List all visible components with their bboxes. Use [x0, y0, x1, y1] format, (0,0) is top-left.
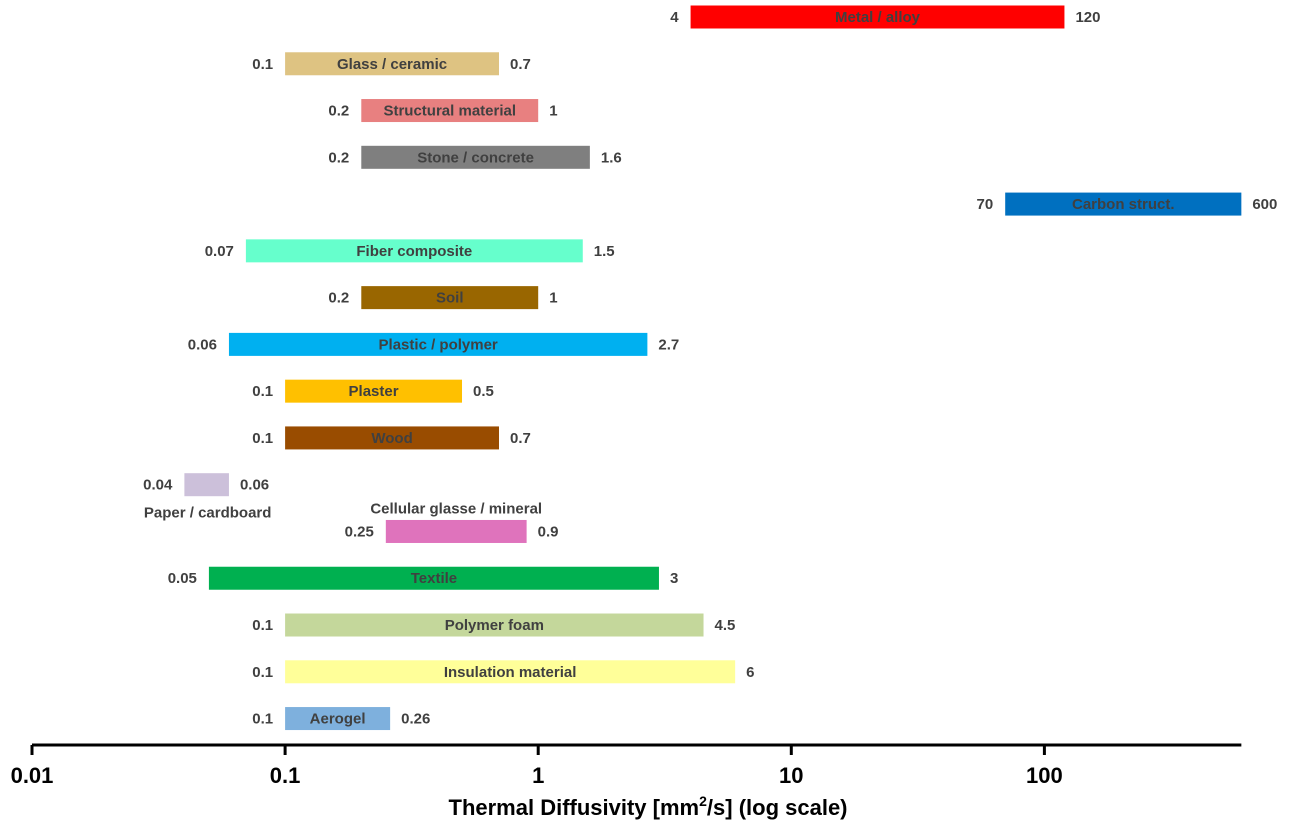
- x-tick-label: 100: [1026, 763, 1063, 788]
- bar-max-label: 0.7: [510, 56, 531, 73]
- bar-group-carbon-struct: 70 600 Carbon struct.: [977, 192, 1277, 216]
- x-tick-label: 0.1: [270, 763, 301, 788]
- bar-insulation-material: [285, 660, 736, 684]
- bar-group-stone-concrete: 0.2 1.6 Stone / concrete: [328, 145, 622, 169]
- bar-plaster: [285, 379, 463, 403]
- bar-max-label: 1.6: [601, 149, 622, 166]
- bar-min-label: 0.2: [328, 149, 349, 166]
- bar-max-label: 1.5: [594, 243, 615, 260]
- bar-max-label: 6: [746, 664, 754, 681]
- bar-category-label: Insulation material: [444, 664, 577, 681]
- bar-group-textile: 0.05 3 Textile: [168, 566, 678, 590]
- bar-min-label: 0.06: [188, 336, 217, 353]
- bar-plastic-polymer: [228, 332, 648, 356]
- bar-category-label: Metal / alloy: [835, 9, 921, 26]
- bar-paper-cardboard: [184, 473, 229, 497]
- bar-max-label: 120: [1075, 9, 1100, 26]
- bar-min-label: 0.07: [205, 243, 234, 260]
- bar-category-label: Textile: [411, 570, 457, 587]
- bar-min-label: 0.1: [252, 430, 273, 447]
- bar-category-label: Fiber composite: [356, 243, 472, 260]
- x-tick-label: 10: [779, 763, 803, 788]
- bar-min-label: 0.04: [143, 477, 173, 494]
- x-axis: 0.01 0.1 1 10 100: [11, 743, 1242, 788]
- bar-textile: [208, 566, 659, 590]
- bar-category-label: Aerogel: [310, 711, 366, 728]
- bar-min-label: 0.1: [252, 383, 273, 400]
- bar-category-label: Soil: [436, 290, 464, 307]
- bar-min-label: 0.1: [252, 617, 273, 634]
- bar-min-label: 0.2: [328, 290, 349, 307]
- bar-stone-concrete: [361, 145, 590, 169]
- bar-group-metal-alloy: 4 120 Metal / alloy: [670, 5, 1100, 29]
- bar-group-paper-cardboard: 0.04 0.06 Paper / cardboard: [143, 473, 271, 522]
- bar-min-label: 0.1: [252, 664, 273, 681]
- bar-structural-material: [361, 99, 539, 123]
- bar-glass-ceramic: [285, 52, 499, 76]
- bar-category-label: Paper / cardboard: [144, 505, 272, 522]
- bar-polymer-foam: [285, 613, 704, 637]
- bar-group-insulation-material: 0.1 6 Insulation material: [252, 660, 754, 684]
- bar-category-label: Plastic / polymer: [379, 336, 498, 353]
- bar-category-label: Structural material: [383, 103, 516, 120]
- bar-aerogel: [285, 707, 391, 731]
- bar-cellular-glasse-mineral: [385, 519, 527, 543]
- bar-group-polymer-foam: 0.1 4.5 Polymer foam: [252, 613, 736, 637]
- bar-category-label: Stone / concrete: [417, 149, 534, 166]
- bar-group-structural-material: 0.2 1 Structural material: [328, 99, 558, 123]
- bar-max-label: 3: [670, 570, 678, 587]
- bar-group-cellular-glasse-mineral: 0.25 0.9 Cellular glasse / mineral: [345, 500, 559, 543]
- bar-min-label: 0.1: [252, 711, 273, 728]
- bar-max-label: 0.7: [510, 430, 531, 447]
- x-axis-title-suffix: /s] (log scale): [707, 795, 848, 820]
- bar-min-label: 4: [670, 9, 679, 26]
- bar-soil: [361, 286, 539, 310]
- bar-max-label: 0.06: [240, 477, 269, 494]
- x-tick-label: 0.01: [11, 763, 54, 788]
- bar-max-label: 1: [549, 290, 557, 307]
- bar-min-label: 0.2: [328, 103, 349, 120]
- bar-group-soil: 0.2 1 Soil: [328, 286, 558, 310]
- bar-category-label: Polymer foam: [445, 617, 544, 634]
- bar-min-label: 70: [977, 196, 994, 213]
- bar-min-label: 0.25: [345, 523, 374, 540]
- bar-group-wood: 0.1 0.7 Wood: [252, 426, 531, 450]
- bar-category-label: Glass / ceramic: [337, 56, 447, 73]
- bar-max-label: 600: [1252, 196, 1277, 213]
- bar-max-label: 0.26: [401, 711, 430, 728]
- bar-group-fiber-composite: 0.07 1.5 Fiber composite: [205, 239, 615, 263]
- bar-group-plaster: 0.1 0.5 Plaster: [252, 379, 494, 403]
- bar-category-label: Wood: [371, 430, 412, 447]
- bar-group-aerogel: 0.1 0.26 Aerogel: [252, 707, 430, 731]
- bar-group-plastic-polymer: 0.06 2.7 Plastic / polymer: [188, 332, 679, 356]
- bar-min-label: 0.05: [168, 570, 197, 587]
- bar-group-glass-ceramic: 0.1 0.7 Glass / ceramic: [252, 52, 531, 76]
- bar-category-label: Cellular glasse / mineral: [370, 500, 542, 517]
- bar-metal-alloy: [690, 5, 1065, 29]
- bar-max-label: 4.5: [715, 617, 736, 634]
- bar-carbon-struct: [1005, 192, 1242, 216]
- bar-category-label: Plaster: [349, 383, 399, 400]
- bar-max-label: 0.5: [473, 383, 494, 400]
- bar-wood: [285, 426, 499, 450]
- x-axis-title: Thermal Diffusivity [mm2/s] (log scale): [449, 793, 848, 820]
- x-axis-title-main: Thermal Diffusivity [mm: [449, 795, 700, 820]
- x-tick-label: 1: [532, 763, 544, 788]
- bar-max-label: 0.9: [538, 523, 559, 540]
- bar-category-label: Carbon struct.: [1072, 196, 1175, 213]
- x-axis-title-sup: 2: [699, 793, 707, 809]
- bar-min-label: 0.1: [252, 56, 273, 73]
- bar-fiber-composite: [245, 239, 583, 263]
- bar-max-label: 1: [549, 103, 557, 120]
- bar-max-label: 2.7: [658, 336, 679, 353]
